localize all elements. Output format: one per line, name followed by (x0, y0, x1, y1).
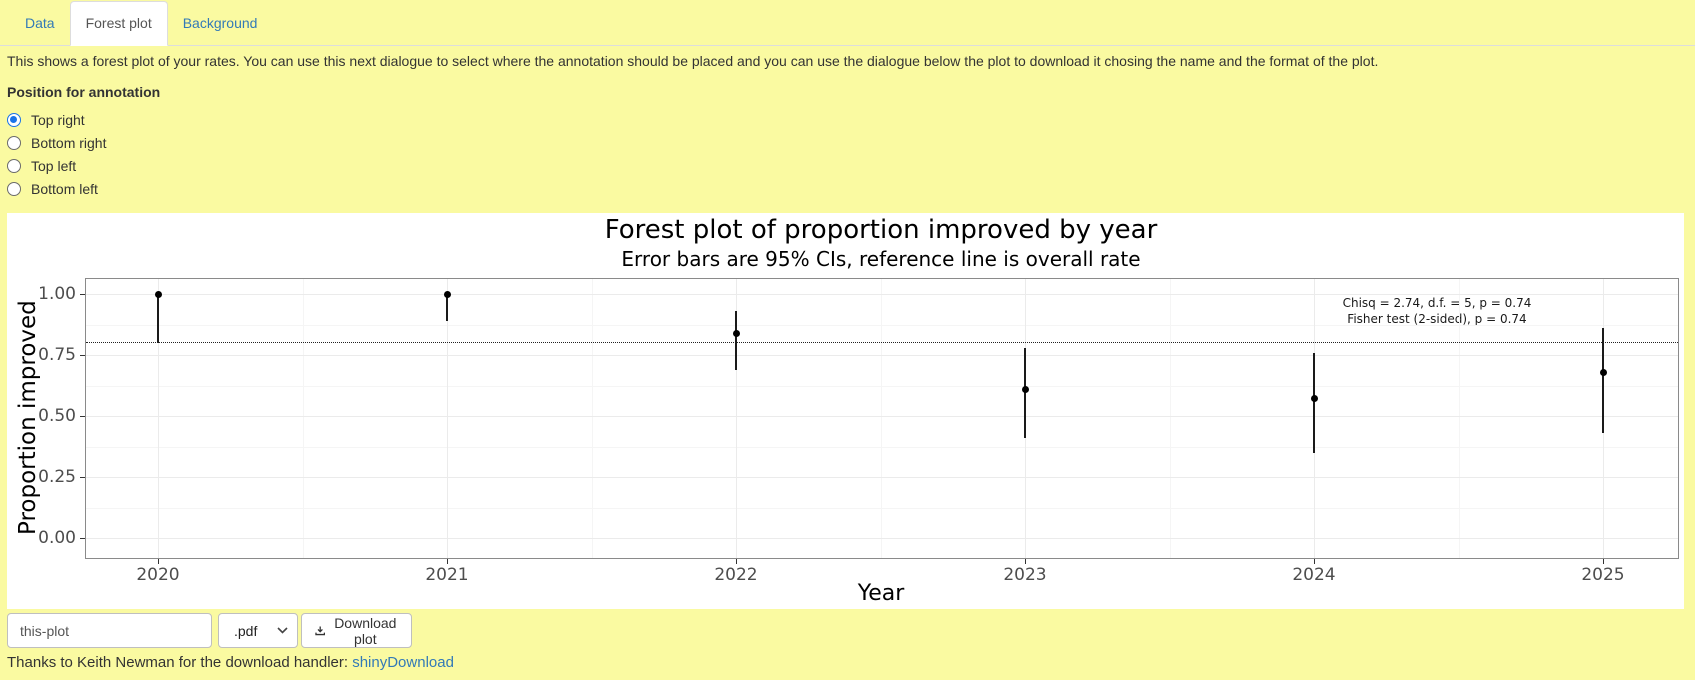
error-bar (1602, 328, 1604, 434)
y-tick-label: 0.75 (38, 345, 76, 365)
radio-button-icon[interactable] (7, 112, 21, 127)
error-bar (735, 311, 737, 370)
data-point (1310, 395, 1318, 403)
plot-annotation: Chisq = 2.74, d.f. = 5, p = 0.74 Fisher … (1212, 295, 1662, 327)
y-gridline-minor (86, 385, 1678, 387)
annotation-line-2: Fisher test (2-sided), p = 0.74 (1347, 312, 1527, 326)
radio-button-icon[interactable] (7, 135, 21, 150)
y-tick-label: 1.00 (38, 284, 76, 304)
error-bar (1313, 352, 1315, 453)
radio-bottom-right[interactable]: Bottom right (7, 131, 1695, 154)
format-select[interactable]: .pdf (218, 613, 298, 648)
data-point (1599, 368, 1607, 376)
radio-top-left[interactable]: Top left (7, 154, 1695, 177)
radio-label: Bottom right (31, 134, 107, 151)
y-tick-mark (80, 294, 85, 295)
radio-button-icon[interactable] (7, 181, 21, 196)
y-gridline-minor (86, 446, 1678, 448)
radio-label: Top left (31, 157, 77, 174)
x-tick-label: 2021 (425, 565, 469, 585)
plot-title: Forest plot of proportion improved by ye… (604, 215, 1158, 245)
y-tick-mark (80, 477, 85, 478)
radio-bottom-left[interactable]: Bottom left (7, 177, 1695, 200)
x-tick-mark (1603, 559, 1604, 564)
shinydownload-link[interactable]: shinyDownload (352, 654, 454, 671)
download-icon (315, 625, 326, 635)
x-tick-mark (447, 559, 448, 564)
x-tick-mark (1314, 559, 1315, 564)
radio-label: Bottom left (31, 180, 98, 197)
radio-top-right[interactable]: Top right (7, 108, 1695, 131)
y-tick-mark (80, 355, 85, 356)
y-gridline-major (86, 538, 1678, 539)
y-gridline-minor (86, 507, 1678, 509)
annotation-line-1: Chisq = 2.74, d.f. = 5, p = 0.74 (1342, 296, 1532, 310)
x-gridline-major (736, 279, 737, 558)
x-axis-title: Year (857, 581, 905, 606)
y-gridline-major (86, 355, 1678, 356)
x-tick-label: 2023 (1003, 565, 1047, 585)
data-point (154, 290, 162, 298)
annotation-position-radio-group: Top right Bottom right Top left Bottom l… (7, 108, 1695, 200)
download-plot-button[interactable]: Download plot (301, 613, 413, 648)
x-gridline-minor (1169, 279, 1171, 558)
x-gridline-minor (1458, 279, 1460, 558)
x-tick-mark (1025, 559, 1026, 564)
tab-forest-plot[interactable]: Forest plot (69, 1, 168, 46)
error-bar (446, 294, 448, 321)
y-tick-mark (80, 416, 85, 417)
y-gridline-major (86, 477, 1678, 478)
plot-subtitle: Error bars are 95% CIs, reference line i… (621, 247, 1141, 271)
x-tick-label: 2025 (1581, 565, 1625, 585)
y-gridline-major (86, 416, 1678, 417)
x-tick-label: 2022 (714, 565, 758, 585)
y-tick-mark (80, 538, 85, 539)
description-text: This shows a forest plot of your rates. … (7, 53, 1379, 69)
y-tick-label: 0.50 (38, 406, 76, 426)
x-gridline-minor (880, 279, 882, 558)
tab-bar: Data Forest plot Background (0, 0, 1695, 46)
credit-prefix: Thanks to Keith Newman for the download … (7, 654, 353, 671)
y-tick-label: 0.25 (38, 467, 76, 487)
annotation-position-label: Position for annotation (7, 84, 161, 100)
chevron-down-icon (277, 627, 288, 634)
x-gridline-major (158, 279, 159, 558)
x-tick-mark (736, 559, 737, 564)
data-point (1021, 385, 1029, 393)
reference-line (86, 341, 1678, 343)
x-gridline-minor (302, 279, 304, 558)
data-point (443, 290, 451, 298)
x-tick-label: 2024 (1292, 565, 1336, 585)
radio-button-icon[interactable] (7, 158, 21, 173)
radio-label: Top right (31, 111, 85, 128)
y-gridline-major (86, 294, 1678, 295)
credit-text: Thanks to Keith Newman for the download … (7, 654, 454, 671)
y-gridline-minor (86, 324, 1678, 326)
x-gridline-major (447, 279, 448, 558)
error-bar (1024, 347, 1026, 438)
y-tick-label: 0.00 (38, 528, 76, 548)
x-gridline-minor (591, 279, 593, 558)
error-bar (157, 294, 159, 343)
data-point (732, 329, 740, 337)
x-tick-label: 2020 (136, 565, 180, 585)
download-button-label: Download plot (334, 614, 397, 647)
tab-background[interactable]: Background (182, 15, 258, 31)
format-selected-value: .pdf (234, 622, 258, 639)
tab-data[interactable]: Data (25, 15, 55, 31)
x-tick-mark (158, 559, 159, 564)
forest-plot-image: Forest plot of proportion improved by ye… (7, 213, 1684, 609)
filename-input[interactable] (7, 613, 212, 648)
plot-panel: Chisq = 2.74, d.f. = 5, p = 0.74 Fisher … (38, 278, 1679, 585)
